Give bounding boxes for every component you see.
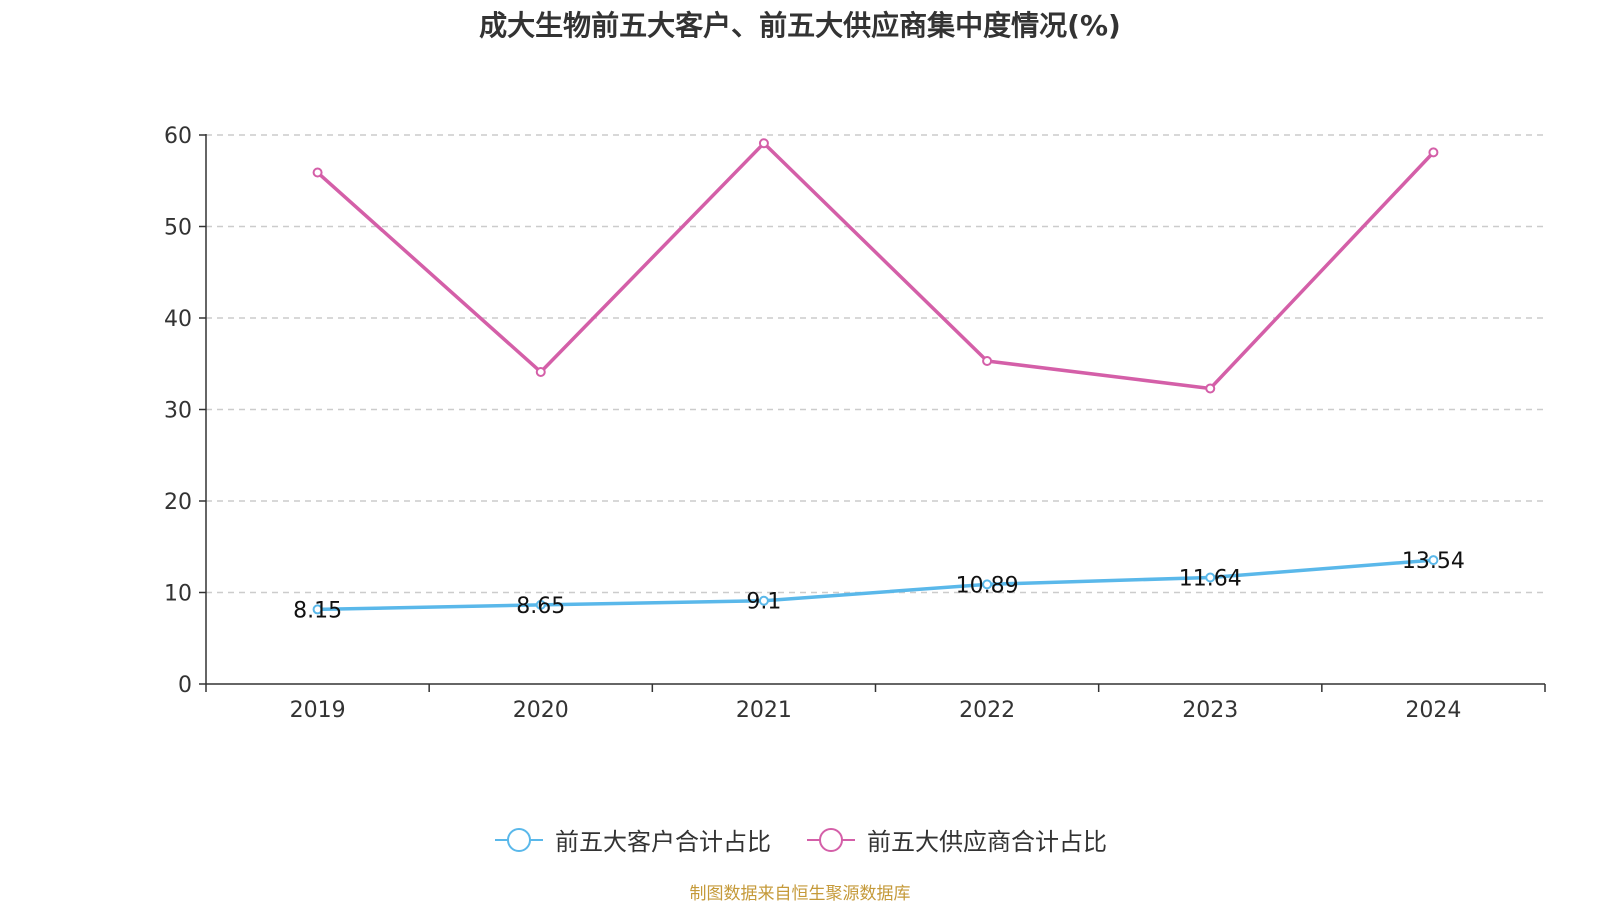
data-label: 10.89 [956,573,1019,598]
x-tick-label: 2021 [736,698,792,723]
grid-lines [206,134,1545,594]
legend-item-suppliers[interactable]: 前五大供应商合计占比 [805,822,1107,857]
legend-marker-customers [495,827,543,852]
data-labels: 8.15 8.65 9.1 10.89 11.64 13.54 [293,549,1465,623]
x-tick-label: 2022 [959,698,1015,723]
data-point [1205,383,1216,394]
y-tick-label: 20 [164,490,192,515]
data-point [535,599,546,610]
data-label: 11.64 [1179,566,1242,591]
legend: 前五大客户合计占比 前五大供应商合计占比 [0,822,1600,857]
y-tick-label: 10 [164,582,192,607]
series [312,138,1439,615]
x-tick-label: 2023 [1182,698,1238,723]
data-point [312,604,323,615]
series-line-1 [316,141,1435,391]
data-label: 8.65 [516,594,565,619]
y-tick-label: 30 [164,399,192,424]
legend-label-customers: 前五大客户合计占比 [555,828,771,856]
legend-marker-suppliers [807,827,855,852]
data-point [982,579,993,590]
data-label: 13.54 [1402,549,1465,574]
x-tick-label: 2020 [513,698,569,723]
data-label: 9.1 [746,590,781,615]
data-label: 8.15 [293,598,342,623]
data-point [312,167,323,178]
data-point [758,595,769,606]
y-tick-label: 40 [164,307,192,332]
data-point [535,366,546,377]
chart-title: 成大生物前五大客户、前五大供应商集中度情况(%) [479,9,1121,42]
y-tick-label: 50 [164,216,192,241]
y-tick-label: 0 [178,673,192,698]
series-line-0 [317,558,1434,612]
legend-label-suppliers: 前五大供应商合计占比 [867,828,1107,856]
data-point [758,138,769,149]
x-tick-label: 2024 [1405,698,1461,723]
source-note: 制图数据来自恒生聚源数据库 [689,884,911,904]
data-point [1205,572,1216,583]
data-point [982,356,993,367]
data-point [1428,147,1439,158]
y-tick-label: 60 [164,124,192,149]
x-tick-label: 2019 [290,698,346,723]
data-point [1428,555,1439,566]
axes: 0 10 20 30 40 50 60 2019 2020 2021 2022 2023 2024 [164,124,1546,723]
legend-item-customers[interactable]: 前五大客户合计占比 [493,822,771,857]
